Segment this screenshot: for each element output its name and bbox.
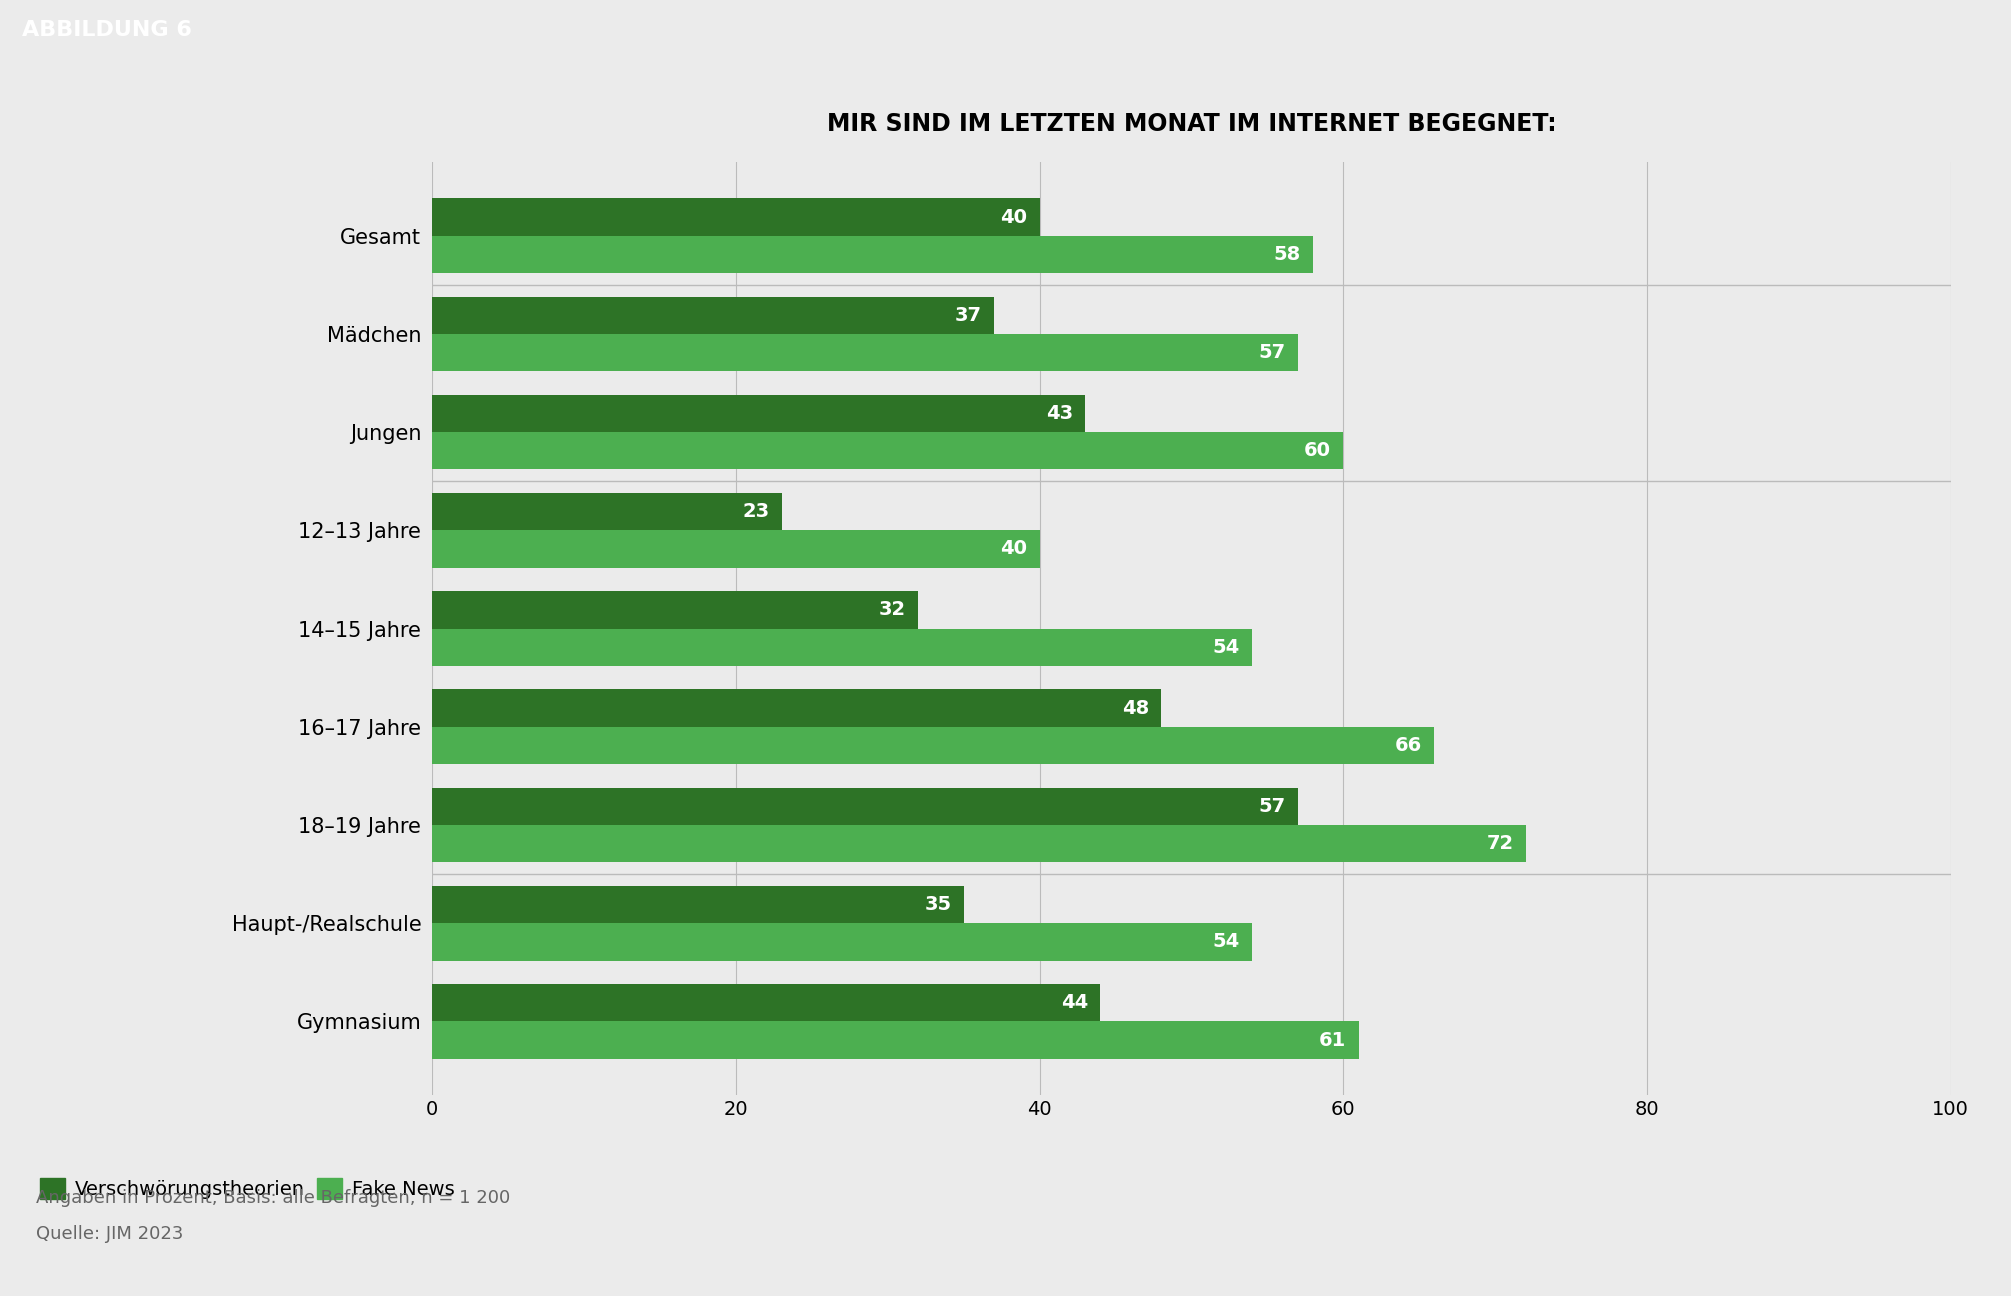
- Text: 61: 61: [1319, 1030, 1347, 1050]
- Bar: [432, 984, 1100, 1021]
- Text: 54: 54: [1213, 932, 1241, 951]
- Bar: [432, 297, 993, 334]
- Bar: [432, 492, 782, 530]
- Bar: [432, 923, 1253, 960]
- Bar: [432, 1021, 1359, 1059]
- Text: 40: 40: [1001, 207, 1028, 227]
- Bar: [432, 886, 963, 923]
- Title: MIR SIND IM LETZTEN MONAT IM INTERNET BEGEGNET:: MIR SIND IM LETZTEN MONAT IM INTERNET BE…: [827, 113, 1557, 136]
- Legend: Verschwörungstheorien, Fake News: Verschwörungstheorien, Fake News: [32, 1170, 463, 1207]
- Bar: [432, 591, 919, 629]
- Text: Quelle: JIM 2023: Quelle: JIM 2023: [36, 1225, 183, 1243]
- Text: ABBILDUNG 6: ABBILDUNG 6: [22, 19, 191, 40]
- Text: 57: 57: [1259, 797, 1285, 816]
- Bar: [432, 826, 1526, 862]
- Text: 40: 40: [1001, 539, 1028, 559]
- Bar: [432, 788, 1297, 826]
- Text: 23: 23: [742, 502, 770, 521]
- Bar: [432, 629, 1253, 666]
- Text: 44: 44: [1062, 993, 1088, 1012]
- Text: 58: 58: [1273, 245, 1301, 264]
- Text: 37: 37: [955, 306, 981, 325]
- Bar: [432, 198, 1040, 236]
- Bar: [432, 727, 1434, 765]
- Text: 66: 66: [1396, 736, 1422, 756]
- Text: Angaben in Prozent, Basis: alle Befragten, n = 1 200: Angaben in Prozent, Basis: alle Befragte…: [36, 1188, 511, 1207]
- Text: 72: 72: [1486, 835, 1514, 853]
- Bar: [432, 334, 1297, 371]
- Text: 60: 60: [1305, 441, 1331, 460]
- Text: 48: 48: [1122, 699, 1148, 718]
- Bar: [432, 530, 1040, 568]
- Text: 35: 35: [925, 896, 951, 914]
- Bar: [432, 236, 1313, 273]
- Text: 57: 57: [1259, 343, 1285, 362]
- Text: 54: 54: [1213, 638, 1241, 657]
- Text: 32: 32: [879, 600, 907, 619]
- Bar: [432, 689, 1160, 727]
- Bar: [432, 395, 1086, 432]
- Text: 43: 43: [1046, 404, 1074, 422]
- Bar: [432, 432, 1343, 469]
